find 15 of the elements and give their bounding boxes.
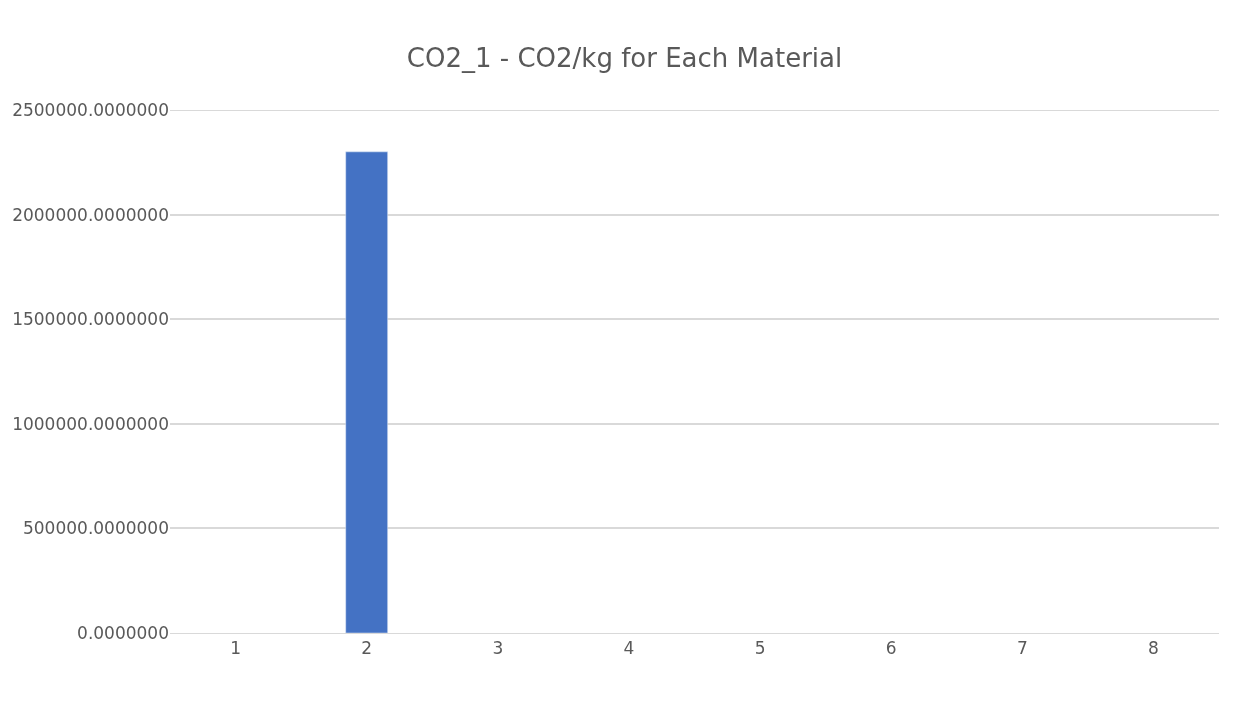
x-tick-label: 8 xyxy=(1148,638,1159,659)
x-tick-label: 5 xyxy=(754,638,766,659)
y-tick-label: 1500000.0000000 xyxy=(12,309,169,330)
chart-title: CO2_1 - CO2/kg for Each Material xyxy=(406,43,843,74)
y-tick-label: 500000.0000000 xyxy=(22,518,169,539)
y-tick-label: 0.0000000 xyxy=(77,622,169,643)
x-tick-label: 2 xyxy=(361,638,373,659)
x-tick-label: 3 xyxy=(492,638,504,659)
y-tick-label: 2500000.0000000 xyxy=(12,99,169,120)
x-tick-label: 4 xyxy=(623,638,635,659)
y-tick-label: 1000000.0000000 xyxy=(12,413,169,434)
x-tick-label: 6 xyxy=(885,638,897,659)
y-tick-label: 2000000.0000000 xyxy=(12,204,169,225)
x-tick-label: 7 xyxy=(1016,638,1028,659)
x-tick-label: 1 xyxy=(230,638,241,659)
